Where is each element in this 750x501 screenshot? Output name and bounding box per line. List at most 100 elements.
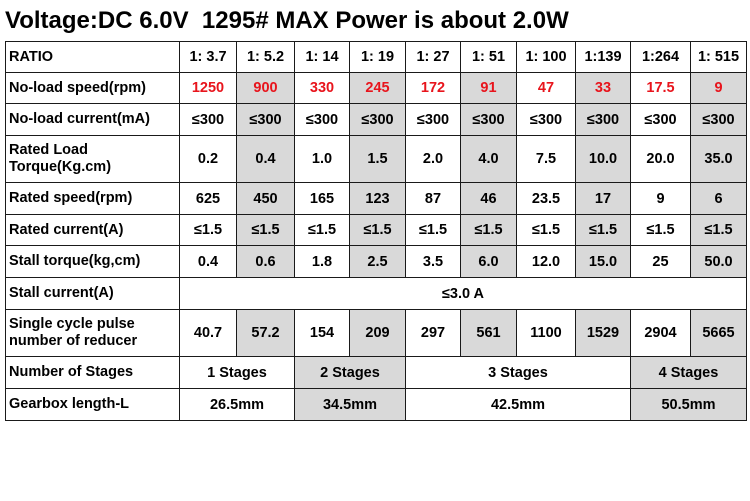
table-cell: 34.5mm bbox=[294, 388, 406, 421]
table-cell: 0.4 bbox=[236, 135, 295, 183]
table-cell: 0.6 bbox=[236, 245, 295, 278]
table-cell: 1: 27 bbox=[405, 41, 461, 73]
table-cell: 42.5mm bbox=[405, 388, 631, 421]
table-cell: 1: 3.7 bbox=[179, 41, 237, 73]
table-cell: 2904 bbox=[630, 309, 691, 357]
row-label: Single cycle pulse number of reducer bbox=[5, 309, 180, 357]
table-cell: 1: 515 bbox=[690, 41, 747, 73]
row-label: RATIO bbox=[5, 41, 180, 73]
table-cell: 1:139 bbox=[575, 41, 631, 73]
table-cell: ≤300 bbox=[690, 103, 747, 136]
table-cell: 12.0 bbox=[516, 245, 576, 278]
table-cell: 20.0 bbox=[630, 135, 691, 183]
table-cell: ≤1.5 bbox=[236, 214, 295, 246]
row-label: No-load current(mA) bbox=[5, 103, 180, 136]
rated-current-row: Rated current(A) ≤1.5 ≤1.5 ≤1.5 ≤1.5 ≤1.5 ≤1.5… bbox=[5, 214, 747, 246]
table-cell: 17.5 bbox=[630, 72, 691, 104]
table-cell: 900 bbox=[236, 72, 295, 104]
table-cell: ≤300 bbox=[294, 103, 350, 136]
table-cell: 561 bbox=[460, 309, 517, 357]
table-cell: ≤300 bbox=[460, 103, 517, 136]
table-cell: 3 Stages bbox=[405, 356, 631, 389]
table-cell: 5665 bbox=[690, 309, 747, 357]
table-cell: 17 bbox=[575, 182, 631, 215]
table-cell: 165 bbox=[294, 182, 350, 215]
table-cell: ≤1.5 bbox=[630, 214, 691, 246]
noload-current-row: No-load current(mA) ≤300 ≤300 ≤300 ≤300 ≤300 ≤… bbox=[5, 103, 747, 136]
table-cell: 1: 51 bbox=[460, 41, 517, 73]
table-cell: 123 bbox=[349, 182, 406, 215]
table-cell: 154 bbox=[294, 309, 350, 357]
table-cell: 297 bbox=[405, 309, 461, 357]
table-cell: 57.2 bbox=[236, 309, 295, 357]
table-cell: 15.0 bbox=[575, 245, 631, 278]
table-cell: 4 Stages bbox=[630, 356, 747, 389]
table-cell: 47 bbox=[516, 72, 576, 104]
table-cell: 9 bbox=[690, 72, 747, 104]
table-cell: 10.0 bbox=[575, 135, 631, 183]
table-cell: 625 bbox=[179, 182, 237, 215]
table-cell: 1.0 bbox=[294, 135, 350, 183]
table-cell: 40.7 bbox=[179, 309, 237, 357]
rated-torque-row: Rated Load Torque(Kg.cm) 0.2 0.4 1.0 1.5 2.0 4… bbox=[5, 135, 747, 183]
table-cell: ≤1.5 bbox=[460, 214, 517, 246]
table-cell: 1:264 bbox=[630, 41, 691, 73]
table-cell: 2 Stages bbox=[294, 356, 406, 389]
table-cell: 245 bbox=[349, 72, 406, 104]
ratio-row: RATIO 1: 3.7 1: 5.2 1: 14 1: 19 1: 27 1: 51 1: … bbox=[5, 41, 747, 73]
table-cell: ≤1.5 bbox=[516, 214, 576, 246]
table-cell: 7.5 bbox=[516, 135, 576, 183]
stages-row: Number of Stages 1 Stages 2 Stages 3 Stages… bbox=[5, 356, 747, 389]
stall-current-row: Stall current(A) ≤3.0 A bbox=[5, 277, 747, 310]
row-label: Rated speed(rpm) bbox=[5, 182, 180, 215]
table-cell: 25 bbox=[630, 245, 691, 278]
table-cell: 1: 19 bbox=[349, 41, 406, 73]
row-label: Stall current(A) bbox=[5, 277, 180, 310]
table-cell: 91 bbox=[460, 72, 517, 104]
table-cell: ≤1.5 bbox=[690, 214, 747, 246]
table-cell: 1: 100 bbox=[516, 41, 576, 73]
table-cell: 50.0 bbox=[690, 245, 747, 278]
table-cell: 1529 bbox=[575, 309, 631, 357]
table-cell: 33 bbox=[575, 72, 631, 104]
table-cell: 1: 14 bbox=[294, 41, 350, 73]
motor-spec-table: RATIO 1: 3.7 1: 5.2 1: 14 1: 19 1: 27 1: 51 1: … bbox=[5, 41, 747, 421]
table-cell: 6.0 bbox=[460, 245, 517, 278]
table-cell: ≤300 bbox=[236, 103, 295, 136]
table-cell: 1.5 bbox=[349, 135, 406, 183]
table-cell: ≤300 bbox=[349, 103, 406, 136]
table-cell: 2.5 bbox=[349, 245, 406, 278]
table-cell: ≤1.5 bbox=[405, 214, 461, 246]
gearbox-length-row: Gearbox length-L 26.5mm 34.5mm 42.5mm 50.5mm bbox=[5, 388, 747, 421]
table-cell: 2.0 bbox=[405, 135, 461, 183]
table-cell: ≤300 bbox=[516, 103, 576, 136]
table-cell: 87 bbox=[405, 182, 461, 215]
table-cell: 23.5 bbox=[516, 182, 576, 215]
row-label: Rated Load Torque(Kg.cm) bbox=[5, 135, 180, 183]
stall-torque-row: Stall torque(kg,cm) 0.4 0.6 1.8 2.5 3.5 6.0 12.… bbox=[5, 245, 747, 278]
table-cell: 46 bbox=[460, 182, 517, 215]
table-cell: 6 bbox=[690, 182, 747, 215]
table-cell: ≤1.5 bbox=[575, 214, 631, 246]
table-cell: ≤1.5 bbox=[349, 214, 406, 246]
table-cell: 209 bbox=[349, 309, 406, 357]
pulse-row: Single cycle pulse number of reducer 40.7… bbox=[5, 309, 747, 357]
noload-speed-row: No-load speed(rpm) 1250 900 330 245 172 91 47 33… bbox=[5, 72, 747, 104]
table-cell: 3.5 bbox=[405, 245, 461, 278]
row-label: Gearbox length-L bbox=[5, 388, 180, 421]
table-cell: ≤1.5 bbox=[294, 214, 350, 246]
table-cell: 9 bbox=[630, 182, 691, 215]
table-cell: 35.0 bbox=[690, 135, 747, 183]
row-label: Stall torque(kg,cm) bbox=[5, 245, 180, 278]
row-label: Rated current(A) bbox=[5, 214, 180, 246]
table-cell: ≤1.5 bbox=[179, 214, 237, 246]
table-cell: 172 bbox=[405, 72, 461, 104]
table-cell: ≤3.0 A bbox=[179, 277, 747, 310]
table-cell: 0.4 bbox=[179, 245, 237, 278]
table-cell: 450 bbox=[236, 182, 295, 215]
table-cell: 1: 5.2 bbox=[236, 41, 295, 73]
table-cell: 26.5mm bbox=[179, 388, 295, 421]
page-title: Voltage:DC 6.0V 1295# MAX Power is about… bbox=[5, 7, 569, 34]
table-cell: 50.5mm bbox=[630, 388, 747, 421]
rated-speed-row: Rated speed(rpm) 625 450 165 123 87 46 23.5 17 9 6 bbox=[5, 182, 747, 215]
